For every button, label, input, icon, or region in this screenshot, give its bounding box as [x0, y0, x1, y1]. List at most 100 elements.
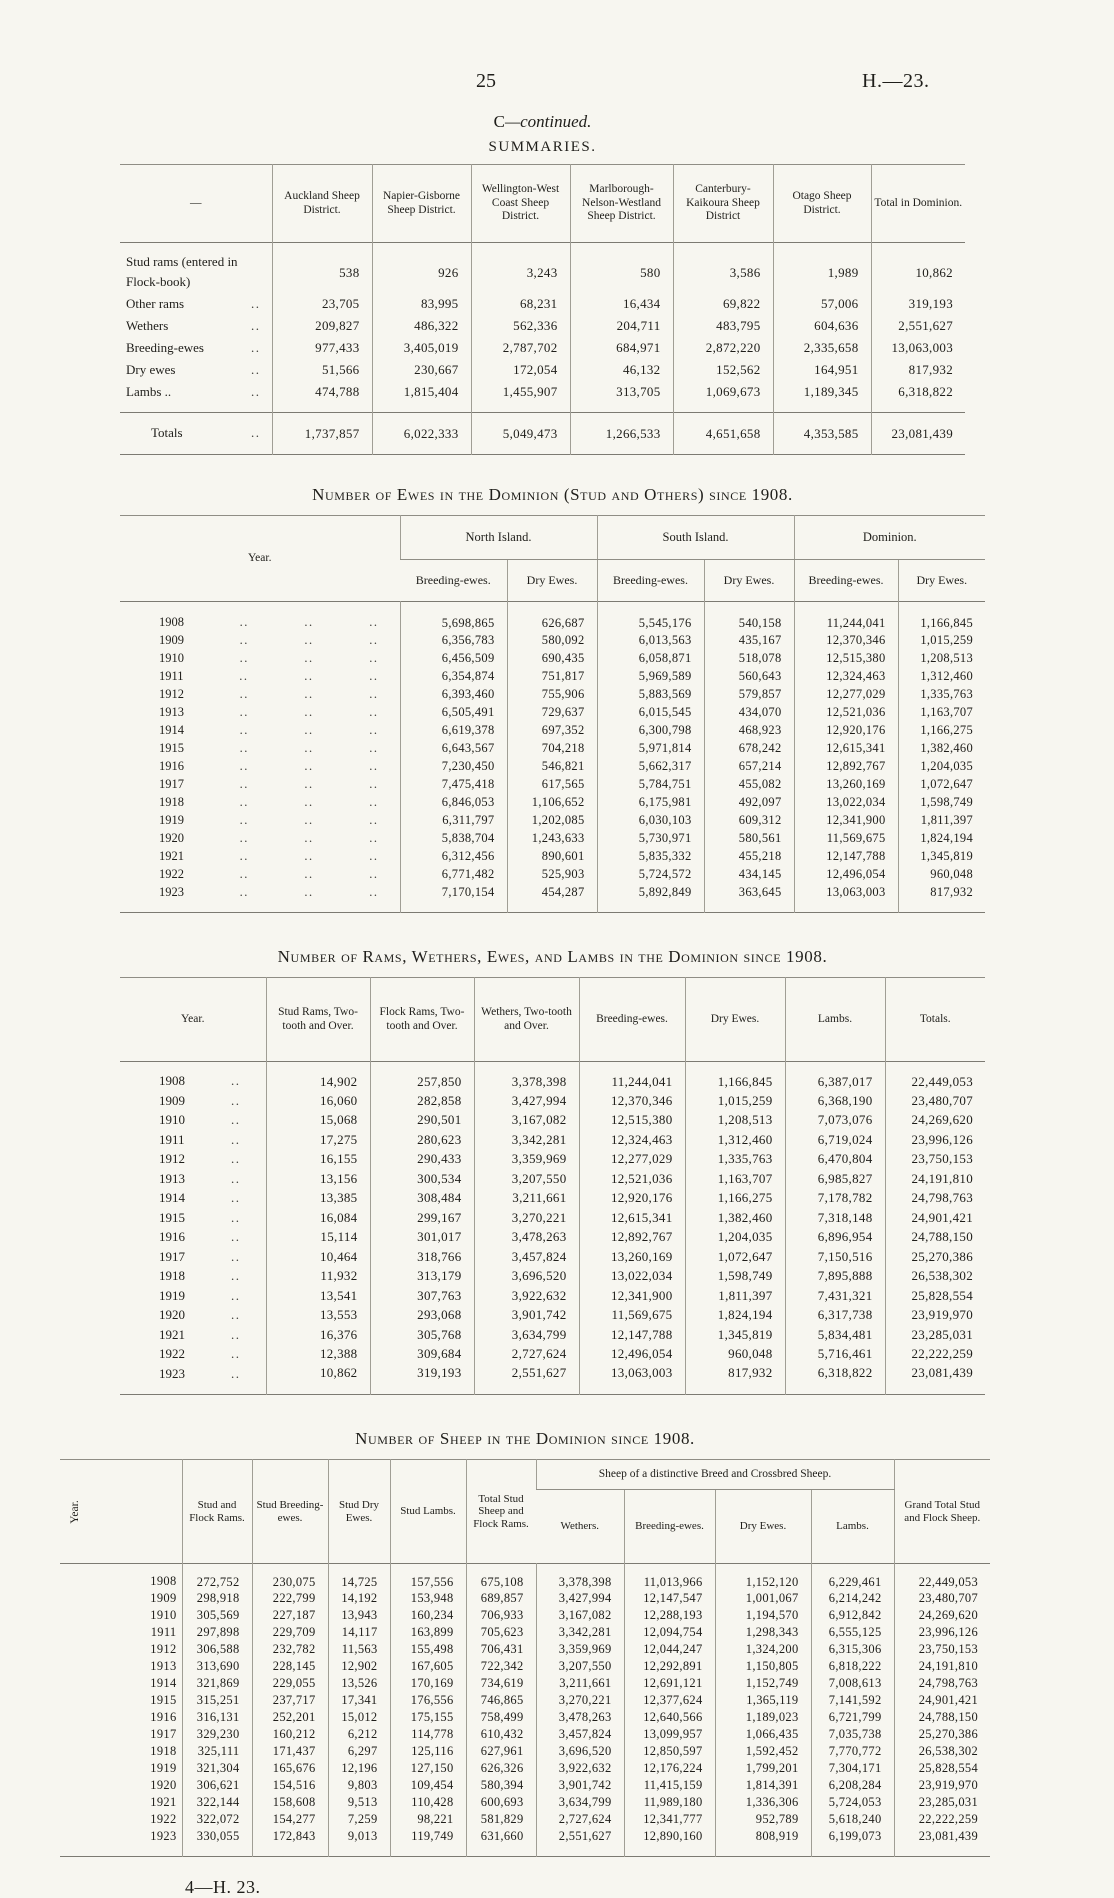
value-cell: 2,551,627	[870, 315, 965, 337]
year-wrap: 1914..	[121, 1189, 265, 1207]
value-cell: 1,382,460	[684, 1207, 785, 1227]
row-label-cell: Stud rams (entered in Flock-book)	[120, 243, 272, 294]
value-cell: 6,393,460	[399, 685, 507, 703]
leader-dots: ..	[239, 759, 249, 773]
value-cell: 600,693	[465, 1794, 536, 1811]
totals-value-cell: 23,081,439	[870, 412, 965, 455]
year-cell: 1909	[150, 1591, 177, 1605]
value-cell: 5,971,814	[596, 739, 704, 757]
year-wrap: 1913..	[121, 1170, 265, 1188]
value-cell: 12,147,788	[793, 847, 899, 865]
value-cell: 1,382,460	[897, 739, 986, 757]
table-row: 1921...... 6,312,456 890,601 5,835,332 455,2…	[120, 847, 986, 865]
year-cell: 1923......	[120, 883, 400, 913]
leader-dots: ..	[239, 849, 249, 863]
year-cell: 1908......	[120, 602, 400, 632]
value-cell: 1,312,460	[897, 667, 986, 685]
value-cell: 167,605	[389, 1658, 466, 1675]
summary-table: — Auckland Sheep District. Napier-Gisbor…	[120, 164, 965, 455]
year-cell: 1915......	[120, 739, 400, 757]
value-cell: 252,201	[251, 1709, 328, 1726]
value-cell: 2,335,658	[772, 337, 871, 359]
row-label-cell: Dry ewes..	[120, 359, 272, 381]
group-header-north-island: North Island.	[399, 515, 597, 560]
year-wrap: 1910..	[121, 1111, 265, 1129]
value-cell: 23,919,970	[884, 1305, 985, 1325]
value-cell: 6,356,783	[399, 631, 507, 649]
value-cell: 12,277,029	[578, 1149, 685, 1169]
row-label-wrap: Dry ewes..	[121, 360, 271, 380]
leader-dots: ..	[369, 813, 379, 827]
value-cell: 12,388	[265, 1344, 370, 1364]
table-row: 1915...... 6,643,567 704,218 5,971,814 678,2…	[120, 739, 986, 757]
value-cell: 1,072,647	[897, 775, 986, 793]
value-cell: 455,218	[703, 847, 795, 865]
value-cell: 525,903	[506, 865, 597, 883]
year-cell: 1914	[150, 1676, 177, 1690]
value-cell: 2,872,220	[672, 337, 773, 359]
leader-dots: ..	[304, 831, 314, 845]
value-cell: 13,541	[265, 1285, 370, 1305]
value-cell: 12,176,224	[623, 1760, 715, 1777]
sheep-table-title: Number of Sheep in the Dominion since 19…	[355, 1429, 695, 1448]
value-cell: 6,387,017	[784, 1061, 885, 1091]
value-cell: 12,377,624	[623, 1692, 715, 1709]
value-cell: 6,985,827	[784, 1168, 885, 1188]
column-header-breeding-ewes: Breeding-ewes.	[623, 1489, 715, 1564]
value-cell: 3,207,550	[535, 1658, 624, 1675]
value-cell: 483,795	[672, 315, 773, 337]
value-cell: 3,405,019	[371, 337, 471, 359]
value-cell: 12,615,341	[793, 739, 899, 757]
column-header-dry-ewes: Dry Ewes.	[703, 559, 795, 602]
value-cell: 7,318,148	[784, 1207, 885, 1227]
year-wrap: 1923..	[121, 1365, 265, 1383]
value-cell: 293,068	[369, 1305, 474, 1325]
year-cell: 1908	[150, 1574, 177, 1588]
value-cell: 706,933	[465, 1607, 536, 1624]
value-cell: 114,778	[389, 1726, 466, 1743]
value-cell: 172,843	[251, 1828, 328, 1857]
column-header-stud-rams: Stud Rams, Two-tooth and Over.	[265, 977, 370, 1062]
year-cell: 1922..	[120, 1344, 266, 1364]
value-cell: 1,189,023	[714, 1709, 811, 1726]
rams-table-header: Year. Stud Rams, Two-tooth and Over. Flo…	[120, 977, 985, 1062]
value-cell: 13,260,169	[578, 1246, 685, 1266]
value-cell: 24,901,421	[884, 1207, 985, 1227]
year-cell: 1921......	[120, 847, 400, 865]
year-value: 1919	[159, 813, 184, 827]
value-cell: 227,187	[251, 1607, 328, 1624]
value-cell: 12,890,160	[623, 1828, 715, 1857]
value-cell: 12,196	[327, 1760, 390, 1777]
value-cell: 12,920,176	[793, 721, 899, 739]
row-label: Lambs ..	[126, 384, 172, 399]
value-cell: 1,001,067	[714, 1590, 811, 1607]
value-cell: 604,636	[772, 315, 871, 337]
year-wrap: 1917......	[121, 776, 399, 792]
year-value: 1912	[159, 1151, 185, 1166]
value-cell: 1,455,907	[470, 381, 570, 413]
table-row: Dry ewes.. 51,566 230,667 172,054 46,132 152,…	[120, 359, 965, 381]
value-cell: 12,341,900	[578, 1285, 685, 1305]
value-cell: 746,865	[465, 1692, 536, 1709]
value-cell: 16,060	[265, 1090, 370, 1110]
rams-table-body: 1908.. 14,902 257,850 3,378,398 11,244,041 1,…	[120, 1061, 985, 1395]
value-cell: 280,623	[369, 1129, 474, 1149]
column-header-total-stud: Total Stud Sheep and Flock Rams.	[465, 1459, 536, 1564]
year-cell: 1910......	[120, 649, 400, 667]
value-cell: 562,336	[470, 315, 570, 337]
value-cell: 330,055	[181, 1828, 252, 1857]
year-value: 1922	[159, 867, 184, 881]
year-value: 1910	[159, 1112, 185, 1127]
value-cell: 468,923	[703, 721, 795, 739]
value-cell: 1,015,259	[684, 1090, 785, 1110]
value-cell: 705,623	[465, 1624, 536, 1641]
value-cell: 3,359,969	[535, 1641, 624, 1658]
value-cell: 684,971	[569, 337, 673, 359]
column-header-breeding-ewes: Breeding-ewes.	[596, 559, 704, 602]
value-cell: 313,179	[369, 1266, 474, 1286]
year-wrap: 1918..	[121, 1267, 265, 1285]
value-cell: 14,192	[327, 1590, 390, 1607]
leader-dots: ..	[239, 795, 249, 809]
year-wrap: 1911..	[121, 1131, 265, 1149]
leader-dots: ..	[369, 741, 379, 755]
